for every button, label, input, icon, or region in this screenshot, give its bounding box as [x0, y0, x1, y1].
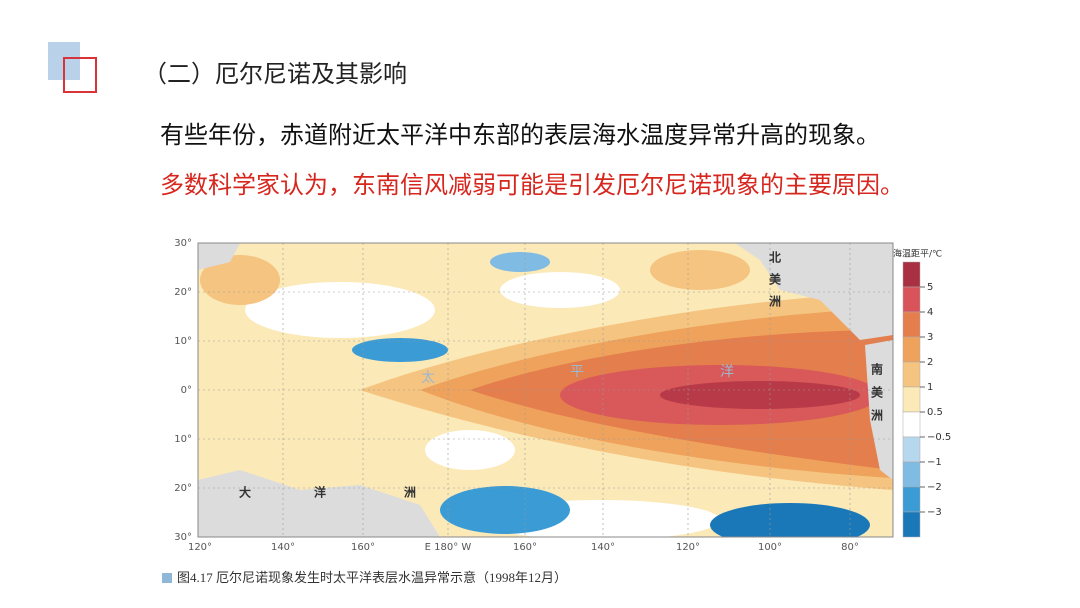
- legend-swatch: [902, 361, 921, 388]
- legend-swatch: [902, 261, 921, 288]
- legend-label: 1: [927, 382, 933, 393]
- lon-label: 160°: [351, 542, 375, 553]
- lat-label: 30°: [174, 532, 192, 543]
- lon-label: 140°: [271, 542, 295, 553]
- place-label: 太: [421, 370, 435, 386]
- lat-label: 20°: [174, 483, 192, 494]
- map: [197, 242, 894, 538]
- place-label: 洲: [871, 409, 883, 423]
- place-label: 洲: [769, 295, 781, 309]
- legend-label: −1: [927, 457, 942, 468]
- title: （二）厄尔尼诺及其影响: [143, 60, 407, 88]
- place-label: 大: [239, 485, 251, 500]
- lon-label: 140°: [591, 542, 615, 553]
- lon-label: 120°: [676, 542, 700, 553]
- place-label: 北: [769, 250, 781, 265]
- legend-swatch: [902, 511, 921, 538]
- place-label: 美: [871, 385, 884, 400]
- place-label: 洋: [314, 485, 326, 500]
- legend-label: −0.5: [927, 432, 951, 443]
- legend-swatch: [902, 461, 921, 488]
- lon-label: 100°: [758, 542, 782, 553]
- place-label: 平: [570, 364, 584, 380]
- place-label: 美: [769, 272, 782, 287]
- legend-swatch: [902, 486, 921, 513]
- place-label: 洋: [720, 364, 734, 380]
- lat-label: 10°: [174, 336, 192, 347]
- text-line: 有些年份，赤道附近太平洋中东部的表层海水温度异常升高的现象。: [160, 121, 880, 149]
- title-icon-frame: [63, 57, 97, 93]
- legend-label: 3: [927, 332, 933, 343]
- lon-label: 80°: [841, 542, 859, 553]
- legend-swatch: [902, 386, 921, 413]
- legend-label: −3: [927, 507, 942, 518]
- legend-swatch: [902, 436, 921, 463]
- place-label: 洲: [404, 486, 416, 500]
- caption: 图4.17 厄尔尼诺现象发生时太平洋表层水温异常示意（1998年12月）: [177, 570, 567, 585]
- caption-marker: [162, 573, 172, 583]
- lon-label: E 180° W: [425, 542, 472, 553]
- lat-label: 10°: [174, 434, 192, 445]
- place-label: 南: [871, 362, 883, 377]
- lat-label: 20°: [174, 287, 192, 298]
- legend-swatch: [902, 311, 921, 338]
- legend-label: −2: [927, 482, 942, 493]
- legend-label: 0.5: [927, 407, 943, 418]
- legend-label: 5: [927, 282, 933, 293]
- legend-swatch: [902, 286, 921, 313]
- lat-label: 0°: [181, 385, 192, 396]
- lat-label: 30°: [174, 238, 192, 249]
- legend-label: 4: [927, 307, 933, 318]
- legend-title: 海温距平/℃: [893, 248, 942, 260]
- legend-swatch: [902, 411, 921, 438]
- text-line-red: 多数科学家认为，东南信风减弱可能是引发厄尔尼诺现象的主要原因。: [160, 171, 904, 199]
- legend-label: 2: [927, 357, 933, 368]
- lon-label: 160°: [513, 542, 537, 553]
- lon-label: 120°: [188, 542, 212, 553]
- legend-swatch: [902, 336, 921, 363]
